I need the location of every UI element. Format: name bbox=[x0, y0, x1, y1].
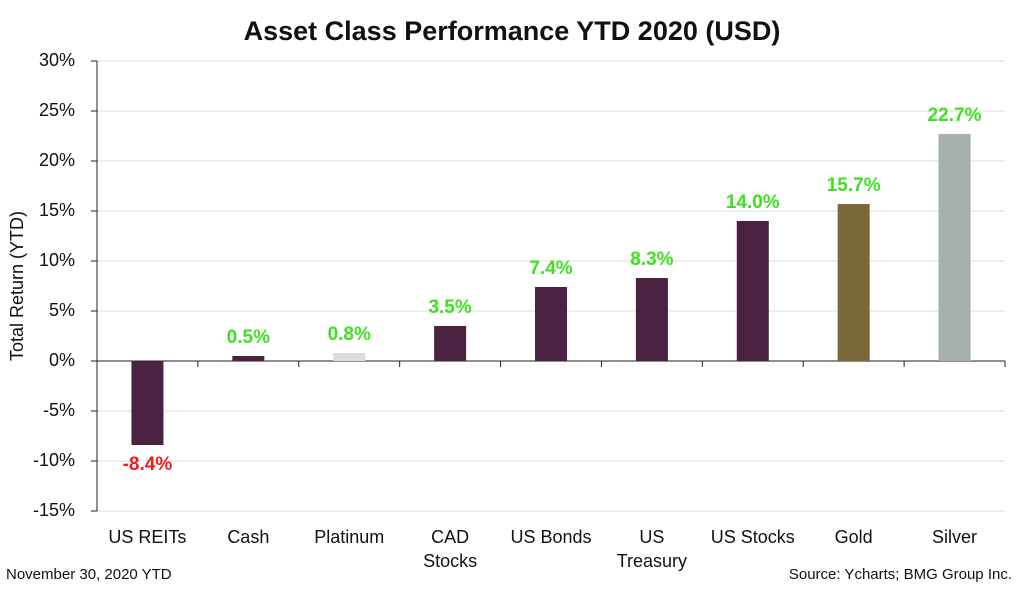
x-tick-label: US Stocks bbox=[710, 527, 795, 547]
value-label: 0.5% bbox=[227, 327, 270, 348]
value-label: 14.0% bbox=[726, 192, 780, 213]
bar bbox=[131, 361, 164, 445]
y-tick-label: 25% bbox=[39, 100, 75, 120]
y-tick-label: -15% bbox=[33, 500, 75, 520]
x-tick-label: CAD Stocks bbox=[423, 527, 478, 571]
bar bbox=[938, 134, 971, 361]
bar bbox=[837, 204, 870, 361]
source: Source: Ycharts; BMG Group Inc. bbox=[788, 566, 1012, 583]
bar bbox=[535, 287, 567, 361]
value-label: 7.4% bbox=[529, 258, 572, 279]
bar bbox=[333, 353, 366, 361]
bar bbox=[635, 278, 668, 361]
x-tick-label: US Treasury bbox=[616, 527, 688, 571]
y-axis-label: Total Return (YTD) bbox=[7, 211, 27, 361]
y-tick-label: 30% bbox=[39, 50, 75, 70]
chart-title: Asset Class Performance YTD 2020 (USD) bbox=[244, 16, 781, 46]
value-label: -8.4% bbox=[123, 454, 173, 475]
y-tick-label: 0% bbox=[49, 350, 75, 370]
x-tick-label: Silver bbox=[932, 527, 978, 547]
x-tick-label: Gold bbox=[834, 527, 873, 547]
bar bbox=[232, 356, 265, 361]
date-note: November 30, 2020 YTD bbox=[6, 566, 172, 583]
y-tick-label: -5% bbox=[43, 400, 75, 420]
y-tick-label: -10% bbox=[33, 450, 75, 470]
x-tick-label: Cash bbox=[227, 527, 270, 547]
y-tick-label: 15% bbox=[39, 200, 75, 220]
x-tick-label: US Bonds bbox=[510, 527, 592, 547]
value-label: 8.3% bbox=[630, 249, 673, 270]
value-label: 3.5% bbox=[428, 297, 471, 318]
y-tick-label: 10% bbox=[39, 250, 75, 270]
x-tick-label: Platinum bbox=[314, 527, 385, 547]
y-tick-label: 5% bbox=[49, 300, 75, 320]
x-tick-label: US REITs bbox=[108, 527, 187, 547]
y-tick-label: 20% bbox=[39, 150, 75, 170]
value-label: 0.8% bbox=[328, 324, 371, 345]
value-label: 22.7% bbox=[928, 105, 982, 126]
value-label: 15.7% bbox=[827, 175, 881, 196]
bar bbox=[736, 221, 769, 361]
bar bbox=[434, 326, 467, 361]
